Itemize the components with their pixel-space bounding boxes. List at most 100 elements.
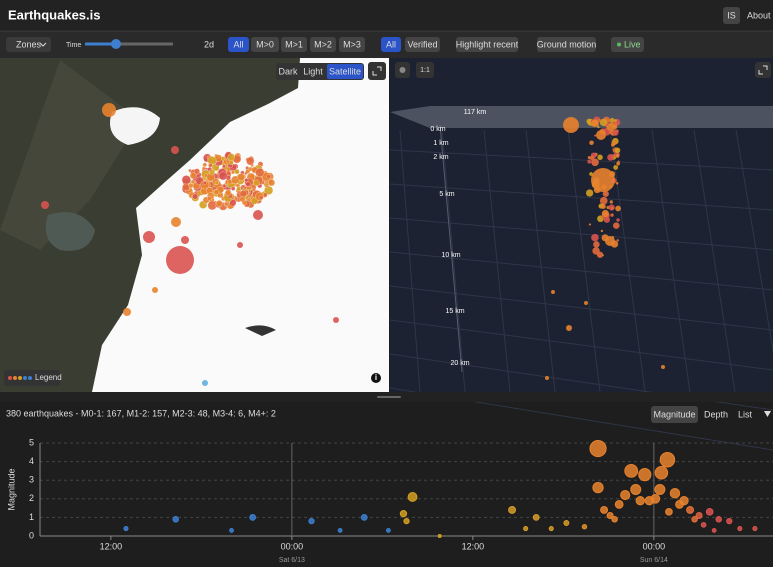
quake-point — [695, 512, 703, 520]
lang-button[interactable] — [723, 7, 740, 24]
toolbar-label[interactable]: All — [386, 39, 396, 49]
depth-label: 117 km — [464, 109, 487, 116]
expand-button[interactable] — [368, 62, 386, 80]
resize-handle[interactable] — [377, 396, 401, 398]
quake-3d — [661, 365, 665, 369]
surface-plane — [390, 106, 773, 128]
live-label[interactable]: Live — [624, 39, 641, 49]
quake-3d — [591, 120, 598, 128]
toolbar-button[interactable] — [6, 37, 51, 52]
quake-3d — [614, 119, 617, 123]
quake-3d — [597, 215, 604, 223]
map-dot — [237, 242, 243, 248]
style-button[interactable]: Dark — [278, 66, 298, 76]
quake-point — [399, 510, 408, 518]
legend-label[interactable]: Legend — [35, 373, 62, 382]
quake-3d — [606, 123, 615, 131]
map-dot — [251, 187, 256, 192]
about-link[interactable]: About — [747, 10, 771, 20]
map-dot — [152, 287, 158, 293]
live-dot — [617, 42, 621, 47]
quake-point — [654, 484, 666, 495]
toolbar-label[interactable]: M>1 — [285, 39, 303, 49]
quake-3d — [616, 161, 621, 166]
time-slider-knob[interactable] — [111, 39, 121, 49]
y-tick-label: 5 — [29, 437, 34, 447]
y-tick-label: 3 — [29, 475, 34, 485]
quake-3d — [610, 206, 614, 210]
toolbar-label[interactable]: Highlight recent — [456, 39, 519, 49]
grid-3d-line — [389, 251, 773, 291]
day-label: Sun 6/14 — [640, 557, 668, 564]
expand-icon — [758, 65, 768, 75]
toolbar-button[interactable] — [456, 37, 518, 52]
lang-label[interactable]: IS — [727, 10, 736, 20]
style-button[interactable]: Satellite — [329, 66, 361, 76]
scale-label[interactable]: 1:1 — [420, 67, 430, 74]
reset-icon — [399, 67, 406, 73]
toolbar-button[interactable] — [228, 37, 249, 52]
toolbar-label[interactable]: All — [233, 39, 243, 49]
grid-3d-line — [389, 149, 773, 171]
quake-3d — [615, 182, 619, 185]
depth-label: 5 km — [439, 191, 454, 198]
toolbar-button[interactable] — [537, 37, 596, 52]
toolbar-label[interactable]: Ground motion — [537, 39, 597, 49]
toolbar-label[interactable]: Verified — [407, 39, 437, 49]
y-tick-label: 4 — [29, 456, 34, 466]
tab[interactable]: List — [738, 409, 753, 419]
menu-caret[interactable] — [764, 411, 771, 417]
tab[interactable]: Magnitude — [653, 409, 695, 419]
quake-point — [172, 516, 180, 523]
quake-point — [508, 506, 517, 514]
depth-label: 0 km — [430, 126, 445, 133]
map-dots — [41, 103, 339, 386]
map-dot — [143, 231, 155, 243]
toolbar-button[interactable] — [405, 37, 440, 52]
quake-point — [711, 528, 717, 533]
toolbar-button[interactable] — [381, 37, 401, 52]
toolbar-label[interactable]: M>0 — [256, 39, 274, 49]
quake-3d — [545, 376, 549, 380]
expand-button[interactable] — [755, 62, 771, 78]
quake-point — [600, 506, 609, 514]
dots-3d — [545, 116, 665, 380]
toolbar-button[interactable] — [281, 37, 307, 52]
header-bar — [0, 0, 773, 31]
quake-3d — [591, 233, 599, 242]
map-dot — [266, 174, 272, 180]
quake-point — [737, 526, 743, 532]
quake-3d — [591, 158, 599, 167]
info-button[interactable] — [371, 373, 381, 383]
toolbar-label[interactable]: M>3 — [343, 39, 361, 49]
map-dot — [207, 196, 212, 201]
toolbar-label[interactable]: Zones — [16, 39, 42, 49]
tab[interactable]: Depth — [704, 409, 728, 419]
scale-button[interactable] — [416, 62, 434, 78]
map-dot — [207, 156, 217, 165]
quake-3d — [601, 209, 610, 218]
legend-swatch — [8, 376, 12, 380]
quake-3d — [596, 130, 606, 140]
map-dot — [171, 146, 179, 154]
map: Dark Light Satellite Legend i — [0, 58, 389, 392]
quake-point — [624, 464, 639, 478]
map-dot — [123, 308, 131, 316]
quake-point — [589, 440, 607, 458]
quake-point — [665, 508, 673, 516]
summary: 380 earthquakes - M0-1: 167, M1-2: 157, … — [6, 408, 276, 418]
grid-3d-line — [389, 183, 773, 211]
map-ice — [110, 107, 160, 145]
toolbar-button[interactable] — [339, 37, 365, 52]
toolbar-button[interactable] — [251, 37, 279, 52]
quake-3d — [563, 117, 579, 133]
live-button[interactable] — [611, 37, 644, 52]
quake-3d — [600, 203, 606, 209]
quake-point — [752, 526, 758, 532]
style-button[interactable]: Light — [303, 66, 323, 76]
map-dot — [237, 173, 245, 181]
toolbar-button[interactable] — [310, 37, 336, 52]
quake-point — [249, 514, 257, 521]
y-tick-label: 0 — [29, 530, 34, 540]
toolbar-label[interactable]: M>2 — [314, 39, 332, 49]
